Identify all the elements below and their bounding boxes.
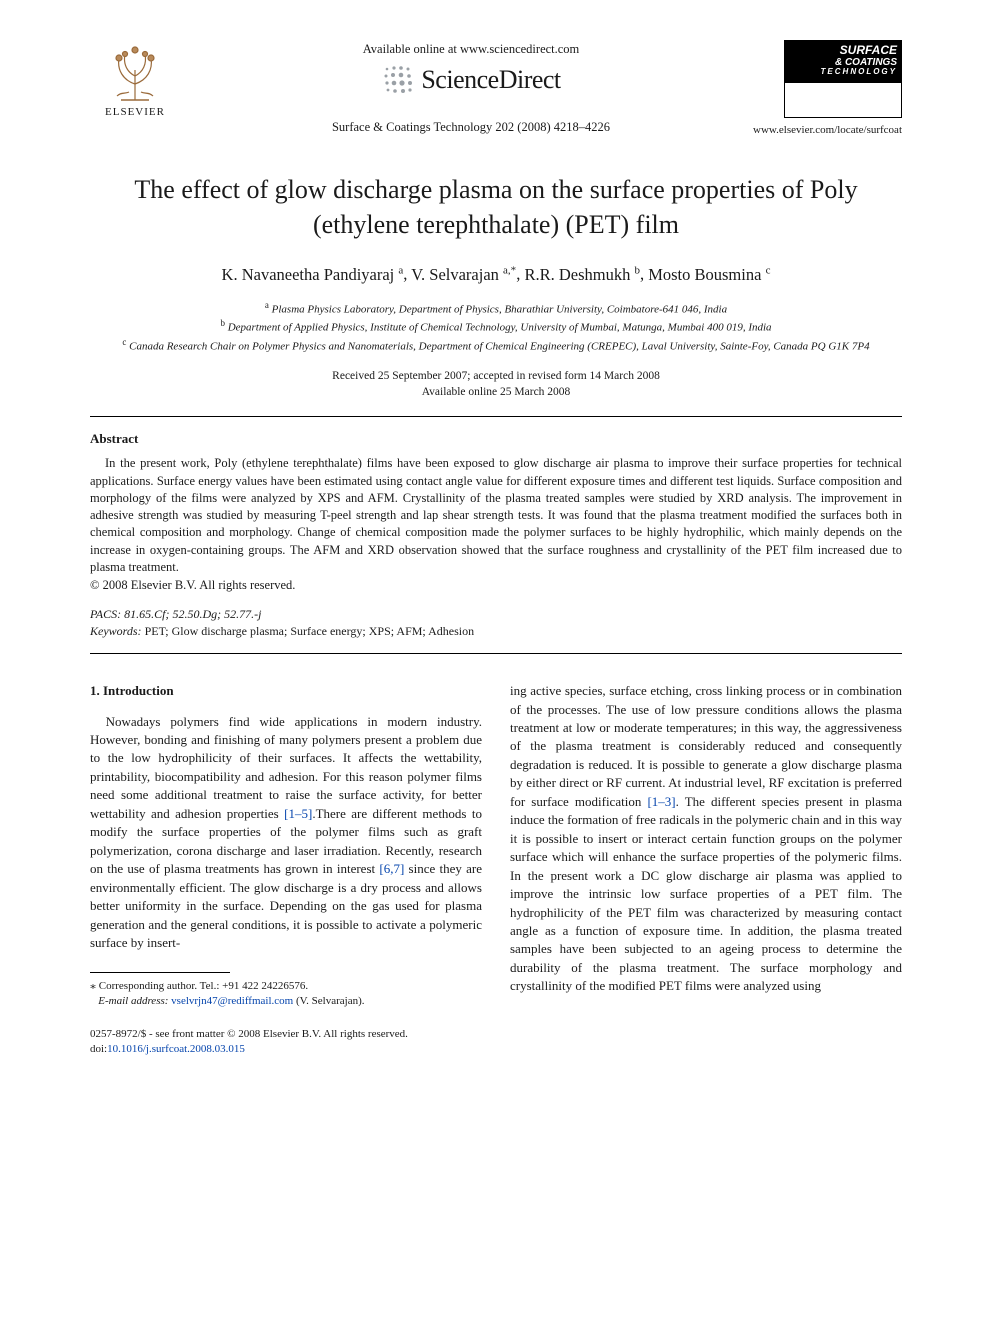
- cover-line-3: TECHNOLOGY: [789, 68, 897, 77]
- pacs-value: 81.65.Cf; 52.50.Dg; 52.77.-j: [124, 607, 261, 621]
- keywords-line: Keywords: PET; Glow discharge plasma; Su…: [90, 624, 902, 639]
- divider: [90, 416, 902, 417]
- footnote-separator: [90, 972, 230, 973]
- center-header: Available online at www.sciencedirect.co…: [180, 40, 762, 135]
- citation-link[interactable]: [1–3]: [647, 794, 675, 809]
- affiliations: a Plasma Physics Laboratory, Department …: [90, 299, 902, 355]
- abstract-heading: Abstract: [90, 431, 902, 447]
- corresponding-footnote: ⁎ Corresponding author. Tel.: +91 422 24…: [90, 977, 482, 1009]
- right-column: ing active species, surface etching, cro…: [510, 682, 902, 1009]
- keywords-label: Keywords:: [90, 624, 142, 638]
- body-columns: 1. Introduction Nowadays polymers find w…: [90, 682, 902, 1009]
- abstract-body: In the present work, Poly (ethylene tere…: [90, 455, 902, 576]
- affiliation: b Department of Applied Physics, Institu…: [90, 317, 902, 336]
- pacs-line: PACS: 81.65.Cf; 52.50.Dg; 52.77.-j: [90, 607, 902, 622]
- available-online-text: Available online at www.sciencedirect.co…: [180, 42, 762, 57]
- journal-block: SURFACE & COATINGS TECHNOLOGY www.elsevi…: [762, 40, 902, 136]
- author: V. Selvarajan a,*: [411, 265, 516, 284]
- author-list: K. Navaneetha Pandiyaraj a, V. Selvaraja…: [90, 264, 902, 285]
- sciencedirect-logo: ScienceDirect: [381, 63, 560, 97]
- sciencedirect-text: ScienceDirect: [421, 65, 560, 95]
- article-title: The effect of glow discharge plasma on t…: [110, 172, 882, 242]
- elsevier-logo-block: ELSEVIER: [90, 40, 180, 118]
- doi-link[interactable]: 10.1016/j.surfcoat.2008.03.015: [107, 1043, 245, 1055]
- abstract-copyright: © 2008 Elsevier B.V. All rights reserved…: [90, 578, 902, 593]
- author: R.R. Deshmukh b: [524, 265, 640, 284]
- journal-reference: Surface & Coatings Technology 202 (2008)…: [180, 120, 762, 135]
- author: K. Navaneetha Pandiyaraj a: [222, 265, 404, 284]
- intro-paragraph-right: ing active species, surface etching, cro…: [510, 682, 902, 996]
- footer-doi-line: doi:10.1016/j.surfcoat.2008.03.015: [90, 1042, 902, 1057]
- corresponding-text: Corresponding author. Tel.: +91 422 2422…: [99, 980, 308, 992]
- footnote-star-icon: ⁎: [90, 978, 96, 992]
- email-label: E-mail address:: [98, 995, 168, 1007]
- journal-cover-icon: SURFACE & COATINGS TECHNOLOGY: [784, 40, 902, 118]
- citation-link[interactable]: [6,7]: [379, 861, 404, 876]
- doi-label: doi:: [90, 1043, 107, 1055]
- sciencedirect-dots-icon: [381, 63, 415, 97]
- keywords-value: PET; Glow discharge plasma; Surface ener…: [145, 624, 475, 638]
- intro-paragraph-left: Nowadays polymers find wide applications…: [90, 713, 482, 953]
- footer-copyright: 0257-8972/$ - see front matter © 2008 El…: [90, 1027, 902, 1042]
- page-footer: 0257-8972/$ - see front matter © 2008 El…: [90, 1027, 902, 1057]
- email-link[interactable]: vselvrjn47@rediffmail.com: [171, 995, 293, 1007]
- cover-line-1: SURFACE: [789, 44, 897, 57]
- affiliation: a Plasma Physics Laboratory, Department …: [90, 299, 902, 318]
- divider: [90, 653, 902, 654]
- section-heading: 1. Introduction: [90, 682, 482, 700]
- elsevier-tree-icon: [103, 40, 167, 104]
- email-post: (V. Selvarajan).: [293, 995, 364, 1007]
- journal-url: www.elsevier.com/locate/surfcoat: [753, 124, 902, 136]
- received-date: Received 25 September 2007; accepted in …: [90, 368, 902, 384]
- article-dates: Received 25 September 2007; accepted in …: [90, 368, 902, 400]
- elsevier-label: ELSEVIER: [105, 106, 165, 118]
- pacs-label: PACS:: [90, 607, 121, 621]
- citation-link[interactable]: [1–5]: [284, 806, 312, 821]
- left-column: 1. Introduction Nowadays polymers find w…: [90, 682, 482, 1009]
- available-date: Available online 25 March 2008: [90, 384, 902, 400]
- header: ELSEVIER Available online at www.science…: [90, 40, 902, 136]
- affiliation: c Canada Research Chair on Polymer Physi…: [90, 336, 902, 355]
- author: Mosto Bousmina c: [648, 265, 770, 284]
